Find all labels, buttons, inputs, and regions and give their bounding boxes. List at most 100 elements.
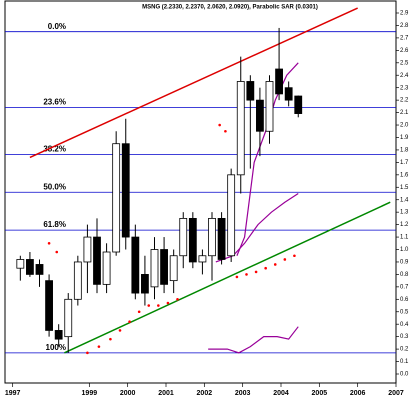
candle-body [121,143,130,238]
candle-body [179,217,188,257]
candle-body [64,298,73,338]
y-tick-label: 2.6 [400,48,409,54]
x-tick-label: 1997 [5,390,21,397]
y-tick-label: 0.7 [400,284,409,290]
candle-body [160,249,168,285]
candle-body [131,236,140,294]
y-tick-label: 2.9 [400,11,409,17]
fib-label: 38.2% [43,145,66,154]
y-tick-label: 1.3 [400,210,409,216]
indicator-line [208,326,299,354]
fib-label: 0.0% [48,22,66,31]
candle-body [188,217,197,263]
y-tick-label: 2.3 [400,85,409,91]
trendline [29,7,358,159]
y-tick-label: 0.3 [400,334,409,340]
candle-body [208,217,216,257]
candle-body [112,143,121,253]
candle-body [275,68,283,95]
candle-body [198,255,207,263]
sar-dot [137,310,141,314]
fib-label: 50.0% [43,182,66,191]
y-tick-label: 2.7 [400,35,409,41]
y-tick-label: 0.1 [400,359,409,365]
candle-body [93,236,101,285]
y-tick-label: 1.1 [400,235,409,241]
candle-body [54,330,63,340]
chart-title: MSNG (2.2330, 2.2370, 2.0620, 2.0920), P… [142,5,318,11]
candle-body [256,99,264,132]
y-tick-label: 1.8 [400,148,409,154]
x-tick-label: 2006 [350,390,366,397]
candle-body [83,236,92,263]
sar-dot [283,258,287,261]
candle-body [102,251,111,285]
x-tick-label: 2005 [312,390,328,397]
sar-dot [157,304,160,307]
x-tick-label: 2007 [388,390,404,397]
y-tick-label: 1.5 [400,185,409,191]
y-tick-label: 0.0 [400,372,409,378]
y-tick-label: 0.6 [400,297,409,303]
sar-dot [273,263,277,266]
y-tick-label: 2.0 [400,123,409,129]
y-tick-label: 0.2 [400,347,409,353]
sar-dot [293,254,296,258]
x-tick-label: 2001 [158,390,174,397]
y-tick-label: 1.0 [400,247,409,253]
candle-body [35,264,44,275]
fib-label: 61.8% [43,220,66,229]
candle-body [294,95,303,114]
y-tick-label: 2.1 [400,110,409,116]
fib-label: 23.6% [43,98,66,107]
candle-body [236,81,245,176]
sar-dot [254,270,258,274]
fib-label: 100% [46,343,66,352]
x-tick-label: 2004 [273,390,289,397]
x-tick-label: 2003 [235,390,251,397]
sar-dot [176,298,179,301]
candle-body [73,261,82,300]
y-tick-label: 1.9 [400,135,409,141]
x-tick-label: 2002 [197,390,213,397]
candle-body [227,174,236,257]
sar-dot [118,329,122,332]
candle-body [246,81,255,101]
sar-dot [235,275,239,279]
y-tick-label: 2.2 [400,98,409,104]
sar-dot [147,304,151,307]
y-tick-label: 0.8 [400,272,409,278]
x-tick-label: 1999 [82,390,98,397]
y-tick-label: 1.4 [400,197,409,203]
candle-body [217,217,226,260]
sar-dot [55,250,59,254]
sar-dot [245,273,248,276]
candle-body [265,81,274,132]
y-tick-label: 0.5 [400,309,409,315]
x-tick-label: 2000 [120,390,136,397]
y-tick-label: 1.6 [400,172,409,178]
candle-body [141,274,149,294]
candle-body [284,87,293,101]
sar-dot [86,351,89,355]
y-tick-label: 1.7 [400,160,409,166]
candle-body [45,280,53,331]
sar-dot [264,266,267,270]
y-tick-label: 2.4 [400,73,409,79]
y-tick-label: 0.9 [400,260,409,266]
sar-dot [109,337,112,341]
y-tick-label: 1.2 [400,222,409,228]
sar-dot [128,320,131,324]
sar-dot [224,129,227,133]
candle-body [150,249,159,288]
y-tick-label: 2.5 [400,60,409,66]
sar-dot [97,345,101,348]
sar-dot [218,123,221,127]
candle-body [169,255,178,282]
candle-body [16,259,25,269]
y-tick-label: 0.4 [400,322,409,328]
trendline [64,201,391,354]
sar-dot [47,241,51,245]
y-tick-label: 2.8 [400,23,409,29]
